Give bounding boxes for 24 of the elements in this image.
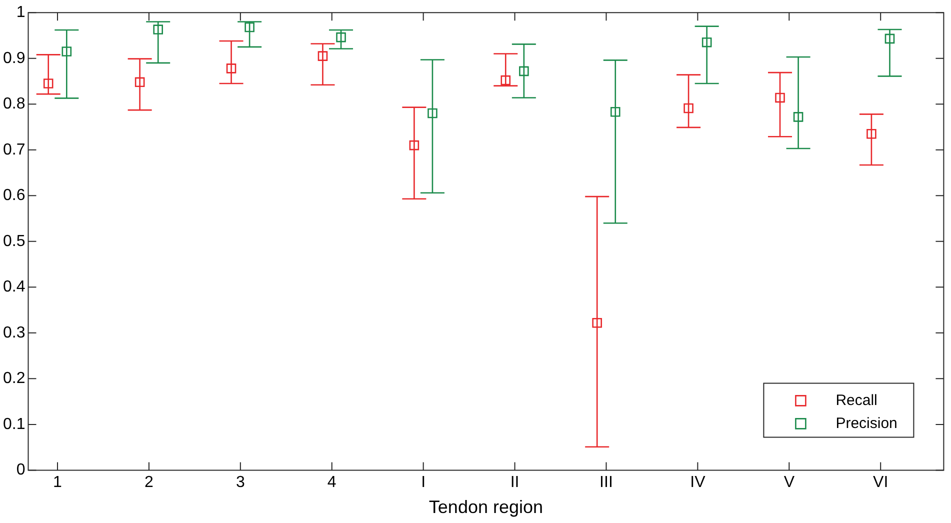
y-tick-label: 0.9 xyxy=(2,50,26,67)
y-tick-label: 0.2 xyxy=(2,370,26,388)
x-tick-label: V xyxy=(784,474,795,492)
legend-label: Recall xyxy=(836,392,878,409)
x-tick-label: 3 xyxy=(236,474,245,492)
y-tick-label: 1 xyxy=(16,4,26,22)
y-tick-label: 0.5 xyxy=(2,232,26,250)
y-tick-label: 0 xyxy=(16,462,26,479)
x-tick-label: 4 xyxy=(327,474,336,492)
x-tick-label: 2 xyxy=(144,474,154,492)
x-tick-label: I xyxy=(421,474,426,492)
x-tick-label: IV xyxy=(690,474,706,492)
y-tick-label: 0.4 xyxy=(2,278,26,296)
y-tick-label: 0.8 xyxy=(2,96,26,113)
x-tick-label: VI xyxy=(873,474,888,492)
x-tick-label: II xyxy=(510,474,520,492)
x-tick-label: III xyxy=(600,474,613,492)
y-tick-label: 0.3 xyxy=(2,324,26,342)
y-tick-label: 0.6 xyxy=(2,187,26,204)
x-axis-title: Tendon region xyxy=(428,497,544,518)
y-tick-label: 0.1 xyxy=(2,416,26,433)
legend-label: Precision xyxy=(836,414,898,432)
x-tick-label: 1 xyxy=(53,474,62,492)
y-tick-label: 0.7 xyxy=(2,141,26,158)
